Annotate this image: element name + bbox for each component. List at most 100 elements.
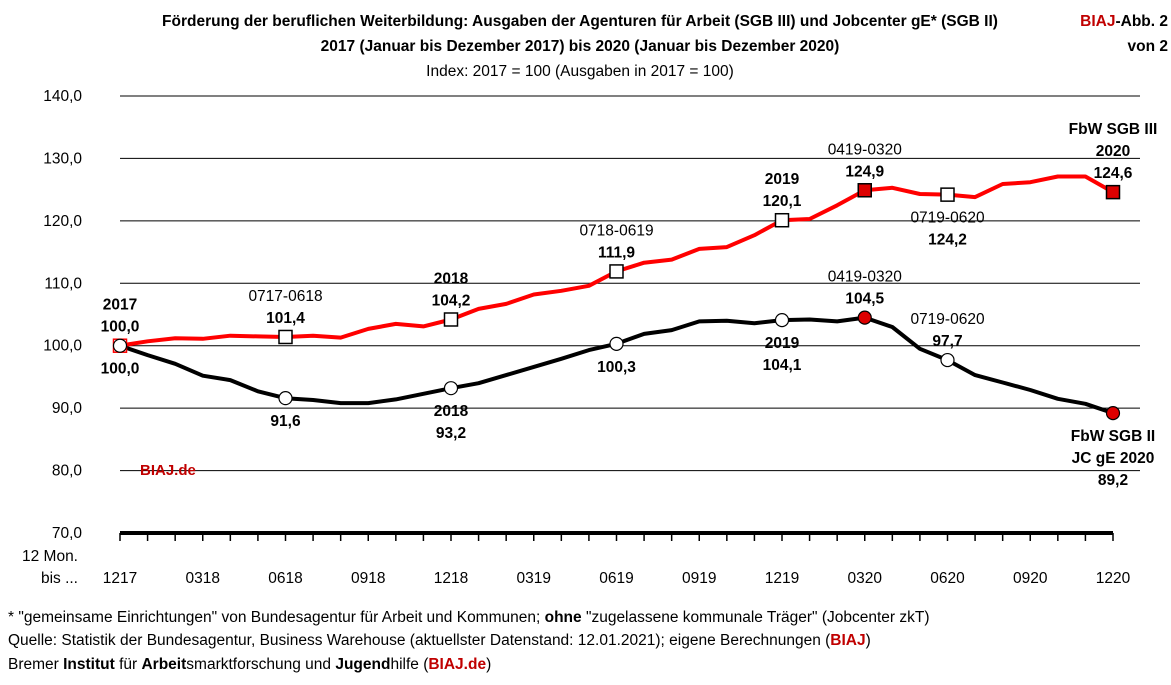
data-annotations: 2017 100,0 100,0 0717-0618 101,4 91,6 2018 104,…	[101, 121, 1158, 489]
annotation-label: 124,9	[845, 163, 884, 180]
institute-text-i: )	[486, 656, 492, 673]
square-marker	[774, 212, 790, 228]
y-tick-label: 120,0	[43, 213, 82, 230]
circle-marker	[278, 391, 293, 406]
circle-marker	[774, 313, 790, 328]
annotation-label: 93,2	[436, 425, 466, 442]
footnote-text-a: * "gemeinsame Einrichtungen" von Bundesa…	[8, 609, 545, 626]
footnote: * "gemeinsame Einrichtungen" von Bundesa…	[8, 606, 930, 629]
watermark: BIAJ.de	[140, 462, 196, 479]
circle-marker	[1105, 406, 1121, 421]
figure-badge: BIAJ-Abb. 2	[1080, 13, 1168, 30]
annotation-label: JC gE 2020	[1072, 450, 1155, 467]
annotation-label: 0718-0619	[579, 222, 653, 239]
chart-title-line2: 2017 (Januar bis Dezember 2017) bis 2020…	[321, 38, 840, 55]
annotation-label: 97,7	[932, 333, 962, 350]
x-tick-label: 0918	[351, 570, 385, 587]
x-tick-label: 1217	[103, 570, 137, 587]
circle-marker	[609, 336, 624, 351]
footnote-text-c: "zugelassene kommunale Träger" (Jobcente…	[581, 609, 930, 626]
institute-text-d: Arbeit	[141, 656, 187, 673]
annotation-label: 104,5	[845, 291, 884, 308]
annotation-label: 100,0	[101, 319, 140, 336]
x-tick-label: 1220	[1096, 570, 1131, 587]
circle-marker	[940, 352, 955, 368]
source-text-c: )	[865, 632, 871, 649]
chart: Förderung der beruflichen Weiterbildung:…	[22, 13, 1168, 587]
figure-badge-brand: BIAJ	[1080, 13, 1115, 30]
y-tick-label: 130,0	[43, 150, 82, 167]
y-tick-label: 70,0	[52, 525, 83, 542]
institute-name: Bremer Institut für Arbeitsmarktforschun…	[8, 653, 491, 676]
square-marker	[443, 312, 459, 327]
square-marker	[857, 183, 872, 198]
annotation-label: 101,4	[266, 310, 305, 327]
y-tick-label: 110,0	[44, 275, 82, 292]
annotation-label: 104,1	[763, 357, 802, 374]
footnote-text-bold: ohne	[544, 609, 582, 626]
annotation-label: 0419-0320	[828, 141, 903, 158]
annotation-label: 100,3	[597, 359, 636, 376]
figure-badge-line2: von 2	[1128, 38, 1168, 55]
institute-text-g: hilfe (	[390, 656, 429, 673]
square-marker	[278, 329, 293, 345]
annotation-label: 91,6	[270, 413, 301, 430]
gridlines	[120, 95, 1140, 472]
annotation-label: FbW SGB II	[1071, 428, 1155, 445]
x-tick-label: 0919	[682, 570, 716, 587]
square-marker	[609, 264, 624, 279]
y-tick-label: 100,0	[43, 338, 82, 355]
chart-title-line1: Förderung der beruflichen Weiterbildung:…	[162, 13, 998, 30]
x-tick-label: 0319	[517, 570, 551, 587]
annotation-label: 124,6	[1094, 165, 1133, 182]
annotation-label: 2019	[765, 335, 800, 352]
source-brand: BIAJ	[830, 632, 866, 649]
series-markers	[112, 183, 1121, 421]
source-note: Quelle: Statistik der Bundesagentur, Bus…	[8, 629, 871, 652]
institute-link[interactable]: BIAJ.de	[428, 656, 487, 673]
annotation-label: 111,9	[598, 244, 635, 261]
annotation-label: 124,2	[928, 232, 967, 249]
x-tick-label: 0320	[848, 570, 883, 587]
x-tick-label: 0618	[268, 570, 302, 587]
circle-marker	[112, 338, 128, 353]
institute-text-a: Bremer	[8, 656, 64, 673]
x-axis-ticks: 1217 0318 0618 0918 1218 0319 0619 0919 1219 0320…	[103, 533, 1131, 587]
x-tick-label: 0318	[186, 570, 220, 587]
annotation-label: 0719-0620	[910, 210, 985, 227]
institute-text-e: smarktforschung und	[186, 656, 336, 673]
y-tick-label: 140,0	[43, 88, 82, 105]
annotation-label: 89,2	[1098, 472, 1128, 489]
y-tick-label: 80,0	[52, 463, 83, 480]
institute-text-b: Institut	[63, 656, 115, 673]
x-axis-caption-line2: bis ...	[41, 570, 78, 587]
institute-text-f: Jugend	[335, 656, 391, 673]
square-marker	[1105, 184, 1121, 200]
x-tick-label: 1218	[434, 570, 468, 587]
x-tick-label: 0620	[930, 570, 965, 587]
y-axis-ticks: 140,0 130,0 120,0 110,0 100,0 90,0 80,0 70,0	[43, 88, 82, 542]
source-text-a: Quelle: Statistik der Bundesagentur, Bus…	[8, 632, 831, 649]
annotation-label: 120,1	[763, 193, 802, 210]
x-tick-label: 0619	[599, 570, 633, 587]
circle-marker	[857, 310, 872, 325]
annotation-label: 2018	[434, 403, 469, 420]
x-axis-caption-line1: 12 Mon.	[22, 548, 78, 565]
square-marker	[940, 187, 955, 202]
annotation-label: 0719-0620	[910, 311, 985, 328]
y-tick-label: 90,0	[52, 400, 83, 417]
annotation-label: 2019	[765, 171, 800, 188]
annotation-label: 2018	[434, 270, 469, 287]
annotation-label: 2017	[103, 297, 137, 314]
annotation-label: 100,0	[101, 361, 140, 378]
annotation-label: 0717-0618	[248, 288, 322, 305]
figure-badge-rest: -Abb. 2	[1115, 13, 1168, 30]
annotation-label: 2020	[1096, 143, 1130, 160]
annotation-label: FbW SGB III	[1069, 121, 1158, 138]
annotation-label: 0419-0320	[828, 269, 903, 286]
x-tick-label: 0920	[1013, 570, 1048, 587]
circle-marker	[443, 381, 459, 396]
annotation-label: 104,2	[432, 292, 471, 309]
x-tick-label: 1219	[765, 570, 799, 587]
institute-text-c: für	[114, 656, 142, 673]
